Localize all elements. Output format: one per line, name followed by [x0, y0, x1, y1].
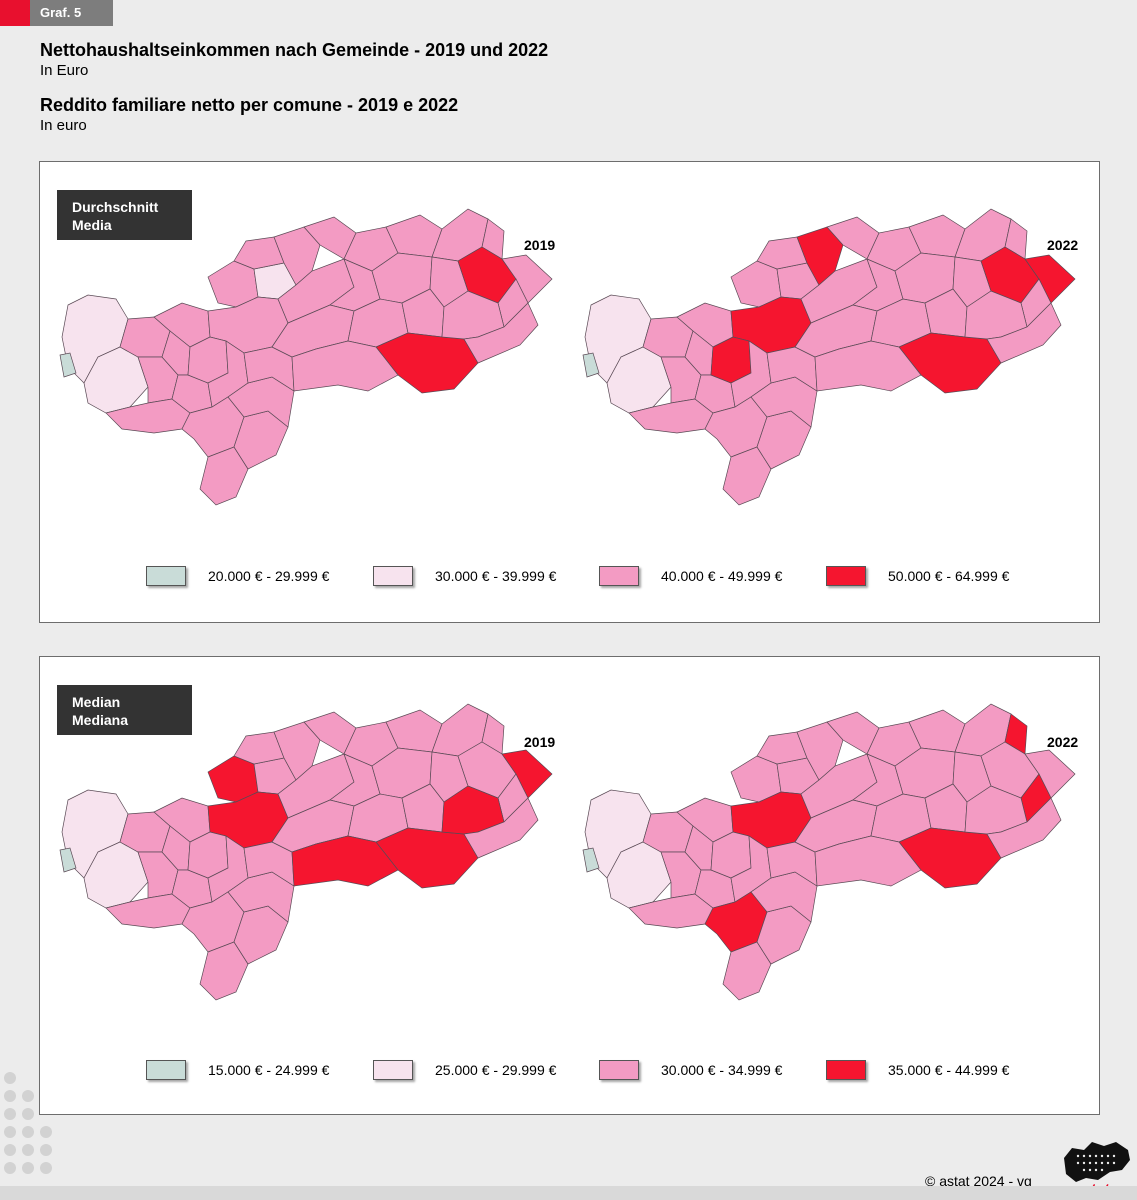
figure-tag: Graf. 5	[0, 0, 113, 26]
municipality-region	[59, 847, 77, 873]
subtitle-german: In Euro	[40, 62, 89, 79]
subtitle-italian: In euro	[40, 117, 87, 134]
municipality-map-average-2019	[59, 208, 553, 506]
legend-label: 15.000 € - 24.999 €	[208, 1062, 330, 1078]
panel-label-median: Median Mediana	[57, 685, 192, 735]
legend-swatch	[373, 1060, 413, 1080]
panel-label-line2: Mediana	[72, 712, 129, 728]
map-year-label: 2022	[1047, 237, 1079, 253]
legend-label: 50.000 € - 64.999 €	[888, 568, 1010, 584]
panel-label-line1: Median	[72, 694, 121, 710]
legend-swatch	[826, 566, 866, 586]
legend-swatch	[599, 1060, 639, 1080]
municipality-region	[375, 827, 479, 889]
municipality-region	[501, 749, 553, 799]
panel-label-line1: Durchschnitt	[72, 199, 159, 215]
legend-label: 35.000 € - 44.999 €	[888, 1062, 1010, 1078]
municipality-region	[463, 797, 539, 859]
legend-label: 40.000 € - 49.999 €	[661, 568, 783, 584]
municipality-region	[1024, 254, 1076, 304]
municipality-region	[814, 340, 922, 392]
municipality-region	[463, 302, 539, 364]
legend-label: 20.000 € - 29.999 €	[208, 568, 330, 584]
legend-swatch	[373, 566, 413, 586]
legend-label: 30.000 € - 34.999 €	[661, 1062, 783, 1078]
municipality-region	[986, 797, 1062, 859]
legend-label: 25.000 € - 29.999 €	[435, 1062, 557, 1078]
legend-swatch	[826, 1060, 866, 1080]
municipality-region	[291, 835, 399, 887]
figure-tag-label: Graf. 5	[30, 0, 113, 26]
panel-average: Durchschnitt Media 2019 2022 20.000 € - …	[39, 161, 1100, 623]
municipality-map-median-2022	[582, 703, 1076, 1001]
panel-median: Median Mediana 2019 2022 15.000 € - 24.9…	[39, 656, 1100, 1115]
municipality-region	[582, 847, 600, 873]
map-year-label: 2019	[524, 734, 556, 750]
legend-swatch	[599, 566, 639, 586]
title-italian: Reddito familiare netto per comune - 201…	[40, 95, 459, 115]
title-german: Nettohaushaltseinkommen nach Gemeinde - …	[40, 40, 549, 60]
footer-bar	[0, 1186, 1137, 1200]
copyright-notice: © astat 2024 - vg	[925, 1173, 1032, 1189]
legend-label: 30.000 € - 39.999 €	[435, 568, 557, 584]
municipality-region	[814, 835, 922, 887]
municipality-region	[986, 302, 1062, 364]
municipality-region	[898, 332, 1002, 394]
municipality-region	[291, 340, 399, 392]
panel-label-average: Durchschnitt Media	[57, 190, 192, 240]
figure-tag-accent	[0, 0, 30, 26]
decorative-dots	[4, 1072, 52, 1174]
map-year-label: 2022	[1047, 734, 1079, 750]
legend-swatch	[146, 1060, 186, 1080]
municipality-region	[582, 352, 600, 378]
municipality-region	[1024, 749, 1076, 799]
municipality-region	[375, 332, 479, 394]
map-year-label: 2019	[524, 237, 556, 253]
municipality-map-average-2022	[582, 208, 1076, 506]
panel-label-line2: Media	[72, 217, 112, 233]
municipality-region	[59, 352, 77, 378]
municipality-region	[898, 827, 1002, 889]
municipality-region	[501, 254, 553, 304]
legend-swatch	[146, 566, 186, 586]
municipality-map-median-2019	[59, 703, 553, 1001]
